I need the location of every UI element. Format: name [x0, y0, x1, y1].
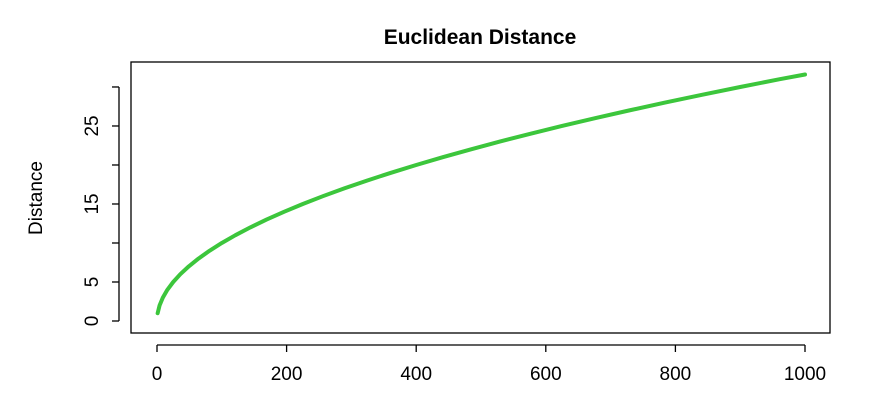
x-tick-label: 1000 [784, 364, 826, 385]
plot-area-box [130, 61, 831, 334]
y-tick-label: 15 [82, 193, 103, 214]
x-axis: 0 200 400 600 800 1000 [152, 344, 826, 385]
chart-title: Euclidean Distance [384, 26, 577, 49]
x-tick-label: 200 [271, 364, 303, 385]
y-axis-label: Distance [26, 161, 47, 235]
x-tick-label: 400 [400, 364, 432, 385]
y-tick-label: 5 [82, 277, 103, 288]
y-tick-label: 25 [82, 115, 103, 136]
x-tick-label: 800 [660, 364, 692, 385]
x-tick-label: 600 [530, 364, 562, 385]
series-layer [155, 72, 807, 316]
series-line-0 [155, 72, 807, 316]
y-axis: 0 5 15 25 [82, 86, 120, 327]
y-tick-label: 0 [82, 316, 103, 327]
x-tick-label: 0 [152, 364, 163, 385]
